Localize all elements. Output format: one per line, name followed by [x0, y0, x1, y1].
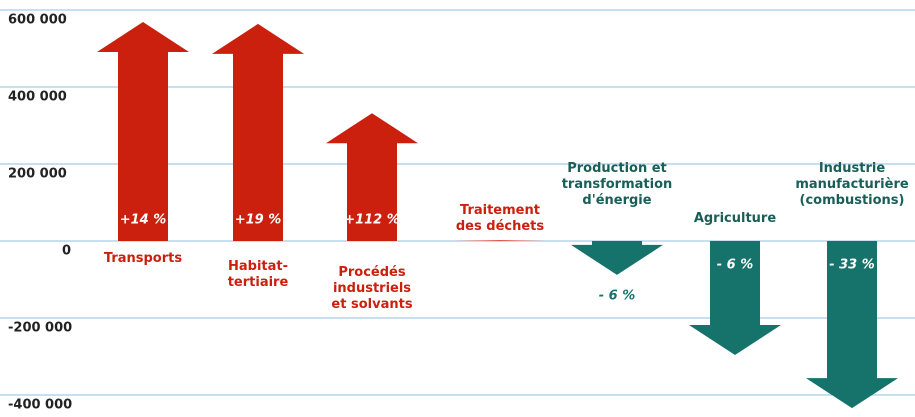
y-tick-label: 0: [62, 244, 71, 259]
category-label: Agriculture: [694, 211, 777, 226]
category-line: manufacturière: [795, 177, 909, 192]
category-label: Traitement des déchets: [456, 203, 545, 234]
y-tick-label: -200 000: [8, 321, 72, 336]
arrow-bar: [97, 21, 189, 242]
category-label: Transports: [104, 251, 182, 266]
category-line: tertiaire: [228, 275, 289, 290]
category-label: Procédés industriels et solvants: [331, 265, 412, 312]
arrow-bar: [806, 241, 898, 409]
annotation: +14 %: [120, 213, 167, 228]
annotation: - 6 %: [717, 258, 754, 273]
y-tick-label: 600 000: [8, 13, 67, 28]
y-tick-label: -400 000: [8, 398, 72, 413]
y-tick-label: 200 000: [8, 167, 67, 182]
category-line: Transports: [104, 251, 182, 266]
category-line: Industrie: [819, 161, 885, 176]
category-line: Traitement: [460, 203, 540, 218]
arrow-bar: [571, 241, 663, 275]
category-line: (combustions): [800, 193, 905, 208]
arrow-bar: [326, 113, 418, 242]
arrow-bar: [454, 240, 546, 242]
category-line: Agriculture: [694, 211, 777, 226]
annotation: +112 %: [344, 213, 400, 228]
category-line: transformation: [562, 177, 673, 192]
category-label: Production et transformation d'énergie: [562, 161, 673, 208]
annotation: - 33 %: [829, 258, 875, 273]
category-line: Procédés: [338, 265, 406, 280]
category-line: Habitat-: [228, 259, 288, 274]
arrow-bar: [212, 23, 304, 242]
category-line: d'énergie: [582, 193, 651, 208]
category-line: Production et: [567, 161, 667, 176]
category-label: Habitat-tertiaire: [228, 259, 289, 290]
arrow-bar: [689, 241, 781, 356]
annotation: - 6 %: [599, 289, 636, 304]
category-label: Industrie manufacturière (combustions): [795, 161, 909, 208]
category-line: des déchets: [456, 219, 545, 234]
y-tick-label: 400 000: [8, 90, 67, 105]
category-line: et solvants: [331, 297, 412, 312]
annotation: +19 %: [235, 213, 282, 228]
category-line: industriels: [333, 281, 411, 296]
annotation: - 0,3 %: [475, 258, 526, 273]
